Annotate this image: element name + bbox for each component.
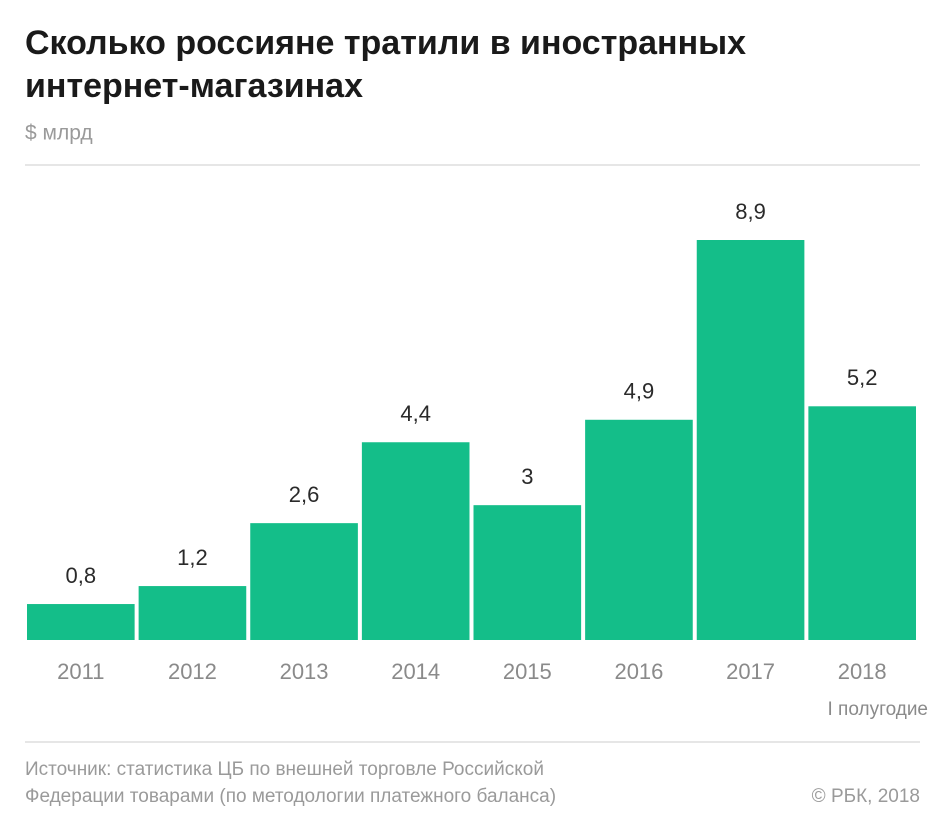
chart-title: интернет-магазинах xyxy=(25,67,363,105)
source: Федерации товарами (по методологии плате… xyxy=(25,786,556,807)
bar xyxy=(585,419,693,640)
chart-title: Сколько россияне тратили в иностранных xyxy=(25,24,746,62)
x-tick-label: 2016 xyxy=(614,659,663,684)
value-label: 5,2 xyxy=(847,365,878,390)
value-label: 8,9 xyxy=(735,199,766,224)
value-label: 3 xyxy=(521,464,533,489)
x-tick-label: 2011 xyxy=(57,659,104,684)
subtitle: $ млрд xyxy=(25,122,93,145)
bar xyxy=(138,586,247,640)
credit: © РБК, 2018 xyxy=(812,786,920,807)
bar xyxy=(696,240,805,640)
x-tick-label: 2012 xyxy=(168,659,217,684)
bar xyxy=(808,406,916,640)
bar xyxy=(473,505,582,640)
value-label: 2,6 xyxy=(289,482,320,507)
x-tick-label: 2015 xyxy=(503,659,552,684)
value-label: 4,4 xyxy=(400,401,431,426)
value-label: 1,2 xyxy=(177,545,208,570)
source: Источник: статистика ЦБ по внешней торго… xyxy=(25,759,544,780)
value-label: 4,9 xyxy=(624,379,655,404)
bar xyxy=(361,442,470,640)
x-tick-label: 2014 xyxy=(391,659,440,684)
x-tick-label: 2018 xyxy=(838,659,887,684)
annotation: I полугодие xyxy=(827,699,928,720)
bar xyxy=(27,604,135,640)
bar xyxy=(250,523,358,640)
x-tick-label: 2017 xyxy=(726,659,775,684)
value-label: 0,8 xyxy=(66,563,97,588)
x-tick-label: 2013 xyxy=(280,659,329,684)
